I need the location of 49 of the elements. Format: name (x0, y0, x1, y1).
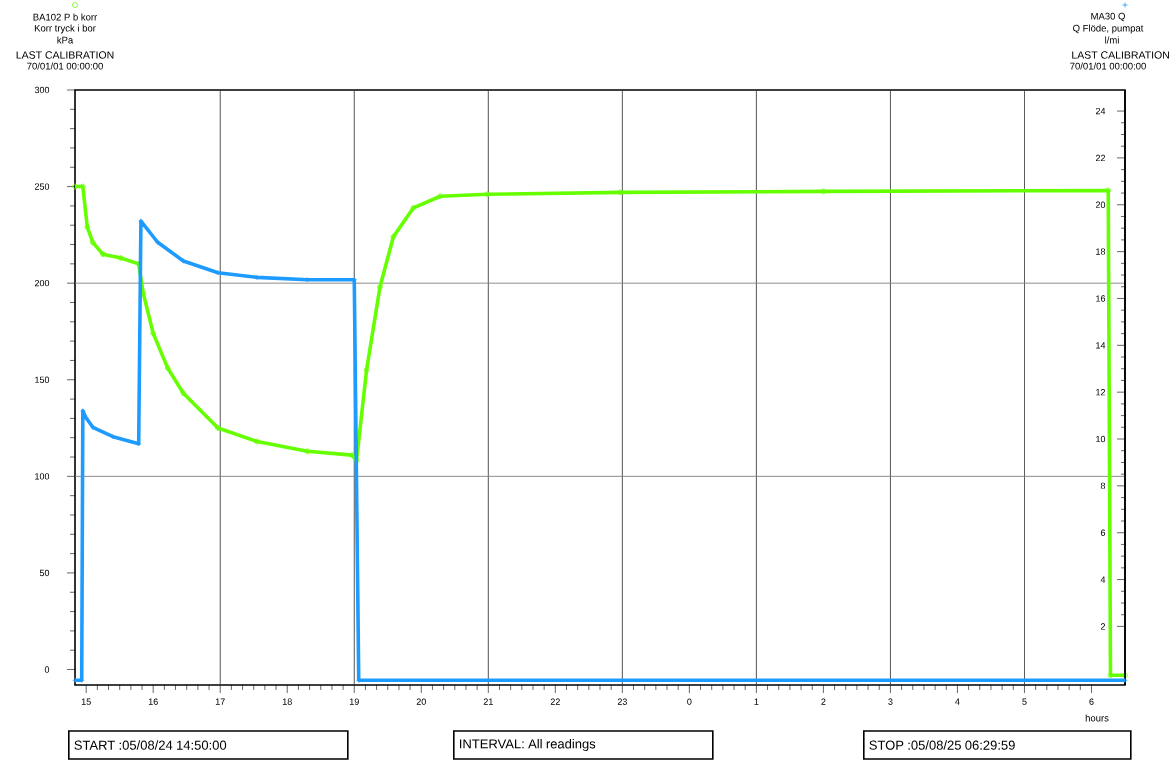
y2-tick-label: 14 (1096, 342, 1106, 349)
y2-tick-label: 6 (1100, 529, 1106, 536)
y-tick-label: 0 (44, 666, 50, 673)
x-tick-label: 20 (416, 698, 426, 705)
legend-label: BA102 P b korr (33, 13, 98, 21)
y2-tick-label: 10 (1096, 435, 1106, 443)
x-tick-label: 15 (81, 698, 91, 705)
y2-tick-label: 12 (1096, 389, 1106, 396)
text: Q Flöde, pumpat (1073, 24, 1144, 34)
x-tick-label: 5 (1022, 698, 1027, 705)
x-tick-label: 0 (687, 698, 692, 705)
x-tick-label: 18 (282, 698, 292, 705)
y2-tick-label: 16 (1096, 295, 1106, 302)
y2-tick-label: 18 (1096, 248, 1106, 255)
x-axis-title: hours (1085, 714, 1109, 722)
text: INTERVAL: All readings (460, 738, 596, 752)
x-tick-label: 4 (955, 698, 960, 705)
y2-tick-label: 24 (1095, 107, 1106, 115)
y-tick-label: 200 (34, 279, 50, 287)
y-tick-label: 250 (34, 183, 50, 190)
x-tick-label: 16 (148, 698, 158, 705)
x-tick-label: 17 (215, 698, 225, 705)
x-tick-label: 19 (349, 698, 359, 705)
x-tick-label: 22 (550, 698, 560, 705)
text: l/mi (1105, 36, 1119, 44)
y-tick-label: 100 (35, 473, 50, 480)
text: Korr tryck i bor (34, 24, 96, 34)
x-tick-label: 21 (483, 698, 493, 705)
x-tick-label: 23 (617, 698, 627, 705)
x-tick-label: 6 (1089, 698, 1094, 705)
y2-tick-label: 4 (1100, 576, 1106, 583)
text: LAST CALIBRATION (16, 51, 114, 59)
y2-tick-label: 2 (1100, 623, 1106, 630)
text: STOP :05/08/25 06:29:59 (869, 740, 1015, 750)
legend-label: MA30 Q (1091, 12, 1125, 22)
x-tick-label: 2 (821, 698, 826, 705)
y2-tick-label: 20 (1095, 201, 1106, 208)
x-tick-label: 1 (754, 698, 759, 705)
text: START :05/08/24 14:50:00 (74, 740, 227, 750)
y2-tick-label: 8 (1100, 482, 1106, 490)
text: kPa (57, 36, 74, 44)
text: 70/01/01 00:00:00 (1070, 62, 1146, 70)
text: LAST CALIBRATION (1072, 51, 1169, 59)
y-tick-label: 300 (34, 86, 50, 94)
y-tick-label: 50 (39, 569, 50, 577)
y2-tick-label: 22 (1095, 154, 1106, 162)
y-tick-label: 150 (35, 376, 50, 383)
x-tick-label: 3 (888, 698, 893, 705)
text: 70/01/01 00:00:00 (27, 62, 103, 70)
